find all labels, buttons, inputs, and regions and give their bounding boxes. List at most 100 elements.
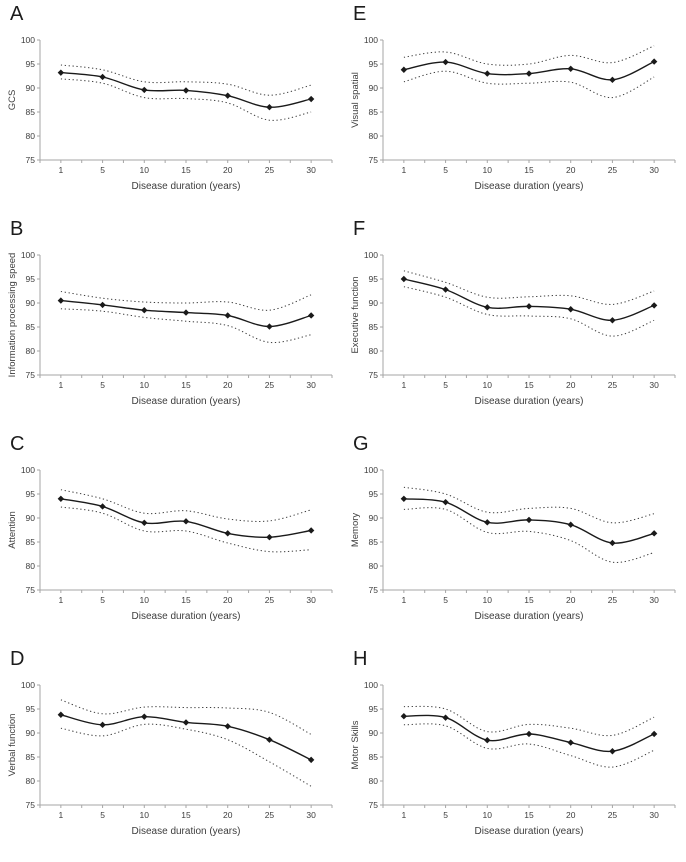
data-point-marker <box>266 534 273 541</box>
data-point-marker <box>99 721 106 729</box>
data-point-marker <box>650 730 658 738</box>
data-point-marker <box>525 70 533 77</box>
y-tick-label: 95 <box>369 274 379 284</box>
x-tick-label: 15 <box>524 595 534 605</box>
panel-letter-f: F <box>353 218 366 240</box>
panel-letter-h: H <box>353 648 368 670</box>
x-tick-label: 30 <box>306 380 316 390</box>
upper-ci-line <box>403 486 655 524</box>
x-tick-label: 1 <box>401 595 406 605</box>
lower-ci-line <box>403 70 655 99</box>
x-tick-label: 25 <box>265 595 275 605</box>
y-tick-label: 90 <box>26 298 36 308</box>
y-tick-label: 95 <box>369 59 379 69</box>
lower-ci-line <box>60 308 312 344</box>
x-tick-label: 1 <box>401 810 406 820</box>
y-tick-label: 95 <box>26 704 36 714</box>
x-tick-label: 10 <box>483 595 493 605</box>
data-point-marker <box>484 737 491 744</box>
x-tick-label: 25 <box>608 165 618 175</box>
y-tick-label: 75 <box>26 370 36 380</box>
x-tick-label: 1 <box>58 380 63 390</box>
data-point-marker <box>484 304 491 311</box>
data-point-marker <box>400 66 408 73</box>
chart-panel-a: A 75 80 85 90 95 100 1 5 10 15 20 25 30 Disease durat… <box>0 0 343 215</box>
y-tick-label: 95 <box>26 59 36 69</box>
y-tick-label: 90 <box>26 513 36 523</box>
lower-ci-line <box>403 286 655 337</box>
lower-ci-line <box>60 723 312 787</box>
x-axis-title: Disease duration (years) <box>132 181 241 192</box>
data-point-marker <box>442 498 449 506</box>
x-tick-label: 5 <box>443 165 448 175</box>
chart-panel-f: F 75 80 85 90 95 100 1 5 10 15 20 25 30 Disease durat… <box>343 215 686 430</box>
y-tick-label: 80 <box>26 561 36 571</box>
data-point-marker <box>224 723 231 730</box>
y-tick-label: 100 <box>364 250 378 260</box>
data-point-marker <box>57 711 65 718</box>
data-point-marker <box>567 521 574 528</box>
data-point-marker <box>224 312 231 319</box>
y-tick-label: 75 <box>369 585 379 595</box>
y-tick-label: 90 <box>369 513 379 523</box>
data-point-marker <box>567 306 574 313</box>
x-tick-label: 20 <box>566 165 576 175</box>
x-tick-label: 20 <box>223 595 233 605</box>
data-point-marker <box>266 736 273 743</box>
x-tick-label: 10 <box>483 380 493 390</box>
data-point-marker <box>650 58 658 65</box>
x-tick-label: 30 <box>306 165 316 175</box>
data-point-marker <box>57 495 65 502</box>
x-axis-title: Disease duration (years) <box>132 826 241 837</box>
data-point-marker <box>650 530 658 537</box>
x-tick-label: 25 <box>265 380 275 390</box>
data-point-marker <box>484 519 491 526</box>
y-tick-label: 80 <box>369 131 379 141</box>
x-tick-label: 10 <box>140 380 150 390</box>
y-axis-title: Executive function <box>350 276 361 353</box>
chart-panel-b: B 75 80 85 90 95 100 1 5 10 15 20 25 30 Disease durat… <box>0 215 343 430</box>
y-tick-label: 80 <box>26 776 36 786</box>
y-axis-title: Attention <box>7 511 18 549</box>
x-axis-title: Disease duration (years) <box>475 396 584 407</box>
x-tick-label: 25 <box>265 810 275 820</box>
x-axis-title: Disease duration (years) <box>132 396 241 407</box>
x-tick-label: 15 <box>524 380 534 390</box>
mean-line <box>60 498 312 538</box>
y-tick-label: 95 <box>26 489 36 499</box>
x-tick-label: 15 <box>524 810 534 820</box>
data-point-marker <box>99 73 106 81</box>
x-tick-label: 5 <box>443 810 448 820</box>
data-point-marker <box>609 748 616 755</box>
y-tick-label: 75 <box>26 800 36 810</box>
y-tick-label: 85 <box>369 322 379 332</box>
x-tick-label: 20 <box>566 380 576 390</box>
x-tick-label: 1 <box>58 595 63 605</box>
x-tick-label: 1 <box>401 165 406 175</box>
x-tick-label: 15 <box>181 595 191 605</box>
x-tick-label: 15 <box>181 165 191 175</box>
y-axis-title: Verbal function <box>7 714 18 777</box>
panel-letter-a: A <box>10 3 24 25</box>
y-tick-label: 80 <box>369 561 379 571</box>
panel-letter-g: G <box>353 433 369 455</box>
upper-ci-line <box>60 699 312 735</box>
y-tick-label: 75 <box>26 585 36 595</box>
x-tick-label: 1 <box>58 810 63 820</box>
data-point-marker <box>99 301 106 309</box>
x-tick-label: 20 <box>223 810 233 820</box>
y-tick-label: 95 <box>369 704 379 714</box>
x-tick-label: 5 <box>443 380 448 390</box>
panel-letter-b: B <box>10 218 24 240</box>
data-point-marker <box>307 756 315 764</box>
data-point-marker <box>182 518 190 525</box>
data-point-marker <box>224 92 231 99</box>
data-point-marker <box>400 495 408 502</box>
data-point-marker <box>442 286 449 293</box>
y-tick-label: 85 <box>369 537 379 547</box>
x-tick-label: 30 <box>649 165 659 175</box>
y-tick-label: 80 <box>369 346 379 356</box>
